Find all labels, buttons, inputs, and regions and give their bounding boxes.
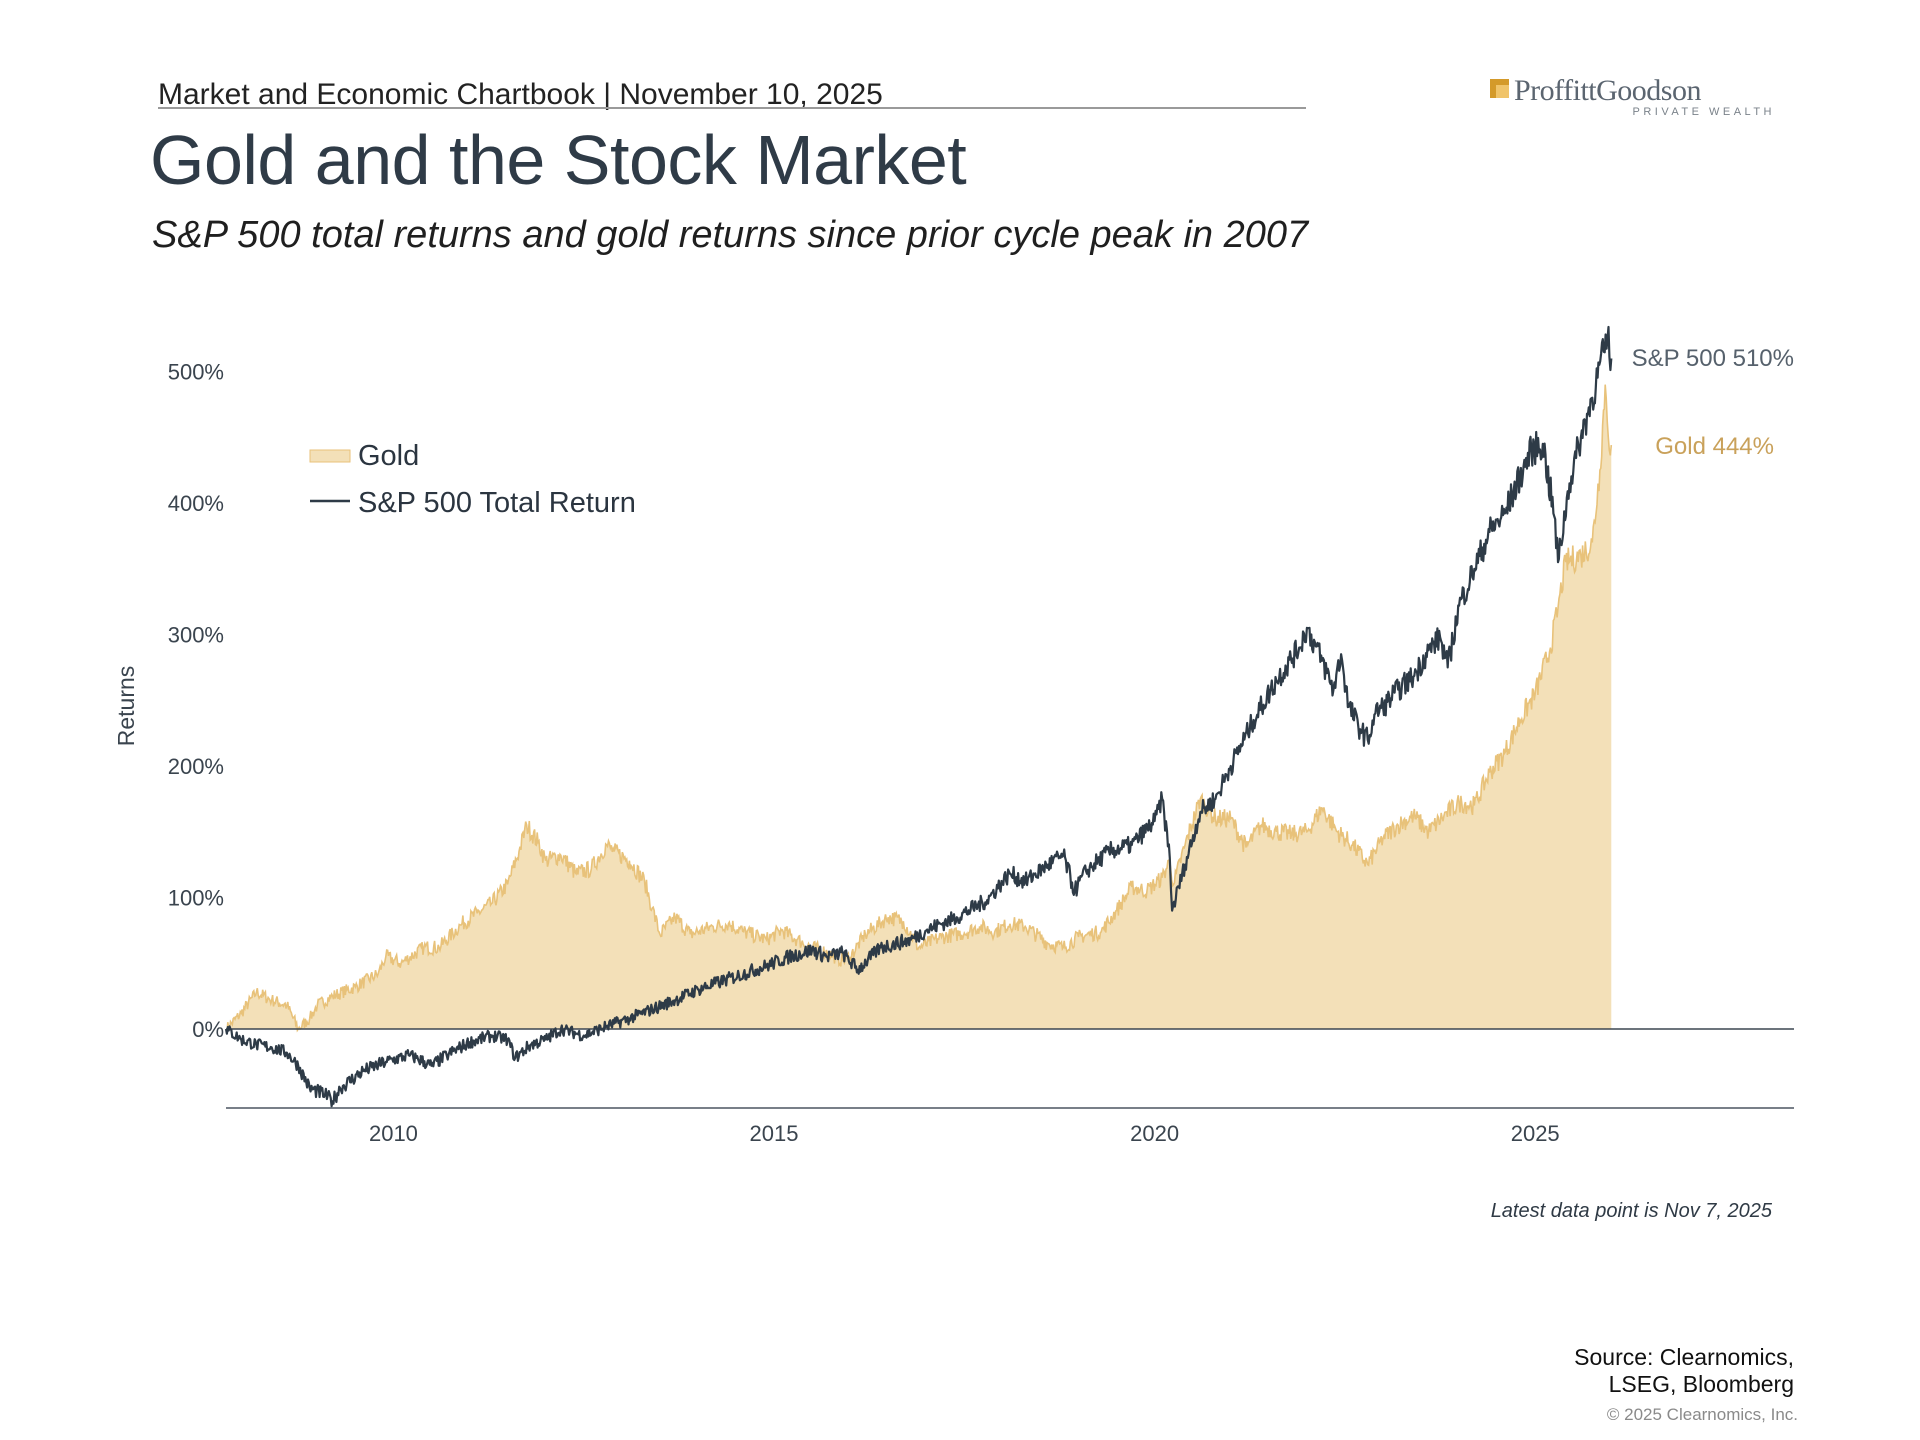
x-tick-label: 2020 bbox=[1130, 1121, 1179, 1146]
header-divider bbox=[158, 107, 1306, 109]
y-tick-label: 100% bbox=[168, 886, 224, 911]
logo-square-icon bbox=[1490, 79, 1509, 98]
page-subtitle: S&P 500 total returns and gold returns s… bbox=[152, 214, 1309, 256]
legend-gold-swatch bbox=[309, 449, 351, 463]
y-tick-label: 400% bbox=[168, 491, 224, 516]
y-tick-label: 300% bbox=[168, 623, 224, 648]
gold-end-label: Gold 444% bbox=[1655, 433, 1774, 460]
y-tick-label: 500% bbox=[168, 360, 224, 385]
x-tick-label: 2010 bbox=[369, 1121, 418, 1146]
copyright-note: © 2025 Clearnomics, Inc. bbox=[1606, 1405, 1798, 1424]
chartbook-header: Market and Economic Chartbook | November… bbox=[158, 78, 883, 111]
y-axis-title: Returns bbox=[113, 666, 139, 747]
y-tick-label: 0% bbox=[192, 1017, 224, 1042]
legend-gold-label: Gold bbox=[358, 440, 419, 472]
logo-tagline: PRIVATE WEALTH bbox=[1632, 106, 1775, 118]
source-line-1: Source: Clearnomics, bbox=[1574, 1344, 1794, 1370]
company-logo: ProffittGoodson PRIVATE WEALTH bbox=[1490, 74, 1775, 126]
latest-data-note: Latest data point is Nov 7, 2025 bbox=[1490, 1200, 1772, 1222]
x-tick-label: 2025 bbox=[1511, 1121, 1560, 1146]
logo-wordmark: ProffittGoodson bbox=[1514, 74, 1701, 107]
source-note: Source: Clearnomics, LSEG, Bloomberg bbox=[1574, 1344, 1794, 1398]
legend-sp500-label: S&P 500 Total Return bbox=[358, 487, 636, 519]
sp500-end-label: S&P 500 510% bbox=[1632, 345, 1794, 372]
sp500-line bbox=[224, 325, 1613, 1108]
x-tick-label: 2015 bbox=[750, 1121, 799, 1146]
source-line-2: LSEG, Bloomberg bbox=[1608, 1371, 1794, 1397]
gold-line bbox=[225, 384, 1613, 1035]
y-tick-label: 200% bbox=[168, 754, 224, 779]
page-title: Gold and the Stock Market bbox=[150, 121, 967, 199]
